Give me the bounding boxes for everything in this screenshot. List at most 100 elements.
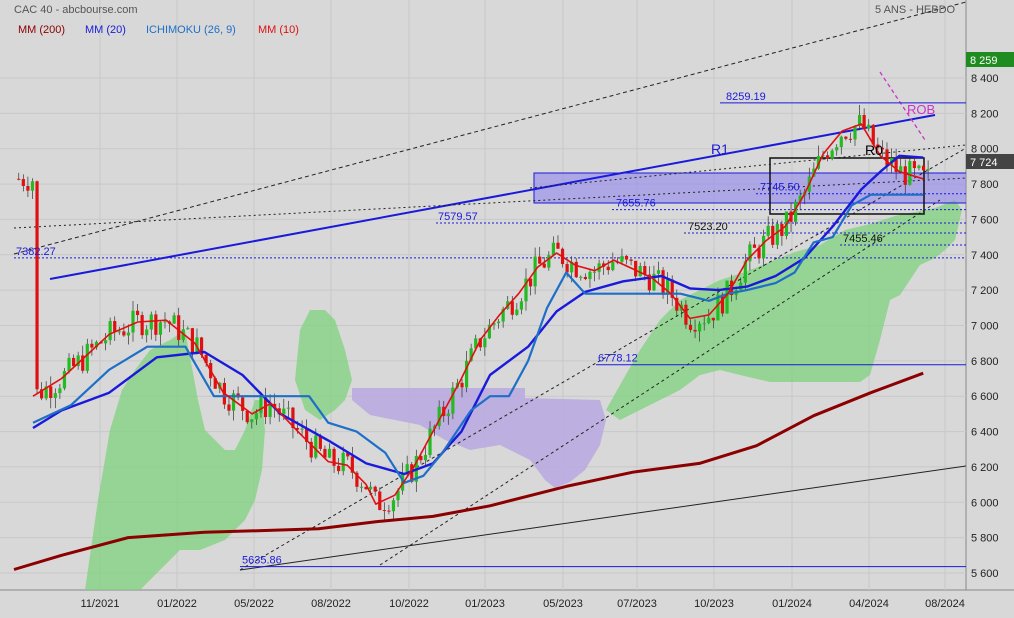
candle-body [437, 406, 441, 426]
x-tick-label: 05/2023 [543, 598, 583, 610]
candle-body [917, 165, 921, 169]
candle-body [369, 486, 373, 490]
candle-body [378, 491, 382, 511]
cloud-green-1 [85, 330, 265, 590]
level-label: 7579.57 [438, 211, 478, 223]
level-label: 7523.20 [688, 221, 728, 233]
candle-body [478, 338, 482, 348]
cloud-green-2 [295, 310, 352, 420]
candle-body [250, 419, 254, 423]
candle-body [145, 329, 149, 336]
candle-body [762, 235, 766, 259]
candle-body [647, 274, 651, 291]
y-tick-label: 8 200 [971, 108, 999, 120]
trendline-lower-dotted [239, 147, 966, 571]
candle-body [775, 223, 779, 245]
chart-title: CAC 40 - abcbourse.com [14, 4, 138, 16]
x-tick-label: 10/2023 [694, 598, 734, 610]
y-tick-label: 7 800 [971, 179, 999, 191]
candle-body [405, 464, 409, 473]
x-tick-label: 08/2024 [925, 598, 965, 610]
candle-body [652, 273, 656, 291]
level-label: 7455.46 [843, 233, 883, 245]
candle-body [519, 301, 524, 310]
candle-body [588, 271, 592, 280]
candle-body [67, 357, 71, 372]
price-levels [14, 102, 966, 568]
candle-body [460, 382, 464, 388]
candle-body [26, 186, 30, 191]
candle-body [547, 255, 551, 268]
candle-body [71, 357, 76, 367]
candle-body [163, 321, 167, 323]
resistance-zone [533, 172, 966, 204]
candle-body [844, 136, 848, 139]
candle-body [885, 149, 889, 166]
last-value-text: 7 724 [970, 157, 998, 169]
candle-body [337, 465, 341, 472]
y-tick-label: 6 800 [971, 356, 999, 368]
x-axis-ticks: 11/2021 01/2022 05/2022 08/2022 10/2022 01/20… [81, 598, 965, 610]
candle-body [94, 341, 99, 348]
candle-body [524, 278, 528, 302]
candle-body [570, 261, 574, 273]
candle-body [309, 441, 313, 458]
candle-body [748, 244, 752, 262]
channel-top-dashed [13, 1, 966, 255]
trendline-r1 [49, 114, 936, 280]
candle-body [707, 317, 711, 324]
candle-body [661, 270, 665, 295]
candle-body [830, 150, 834, 159]
legend-item-mm10: MM (10) [258, 24, 299, 36]
x-tick-label: 01/2022 [157, 598, 197, 610]
legend: MM (200) MM (20) ICHIMOKU (26, 9) MM (10… [18, 24, 299, 36]
candle-body [373, 486, 377, 492]
candle-body [158, 322, 163, 335]
candle-body [867, 124, 871, 129]
candle-body [17, 178, 21, 180]
candle-body [857, 114, 862, 127]
candle-body [282, 408, 286, 415]
candle-body [346, 452, 350, 457]
candle-body [227, 404, 231, 411]
candle-body [579, 276, 583, 278]
candle-body [113, 321, 117, 333]
candle-body [638, 266, 642, 277]
y-tick-label: 7 000 [971, 321, 999, 333]
candle-body [35, 181, 39, 390]
legend-item-mm200: MM (200) [18, 24, 65, 36]
candle-body [49, 386, 53, 398]
candle-body [565, 264, 569, 273]
candle-body [40, 389, 44, 399]
candle-body [583, 276, 587, 280]
candle-body [451, 387, 455, 414]
y-tick-label: 6 600 [971, 391, 999, 403]
candle-body [711, 317, 715, 321]
cloud-purple [352, 388, 606, 488]
annotation-rob: ROB [907, 102, 935, 117]
candle-body [899, 166, 903, 172]
candle-body [542, 263, 546, 268]
candle-body [684, 304, 688, 325]
candle-body [350, 456, 354, 473]
candle-body [926, 169, 930, 171]
level-label: 7745.50 [760, 182, 800, 194]
candle-body [670, 279, 674, 298]
series-line-1 [32, 154, 924, 476]
candle-body [793, 201, 798, 222]
candle-body [551, 242, 556, 256]
candle-body [912, 161, 917, 169]
candle-body [140, 315, 144, 336]
candle-body [492, 323, 496, 325]
candle-body [538, 256, 542, 264]
trendline-lower [239, 465, 966, 571]
candle-body [835, 147, 839, 151]
candle-body [231, 393, 236, 411]
candle-body [908, 161, 912, 185]
y-tick-label: 6 000 [971, 497, 999, 509]
candle-body [295, 428, 300, 430]
candle-body [611, 261, 615, 271]
candle-body [629, 259, 633, 261]
candle-body [510, 301, 514, 315]
